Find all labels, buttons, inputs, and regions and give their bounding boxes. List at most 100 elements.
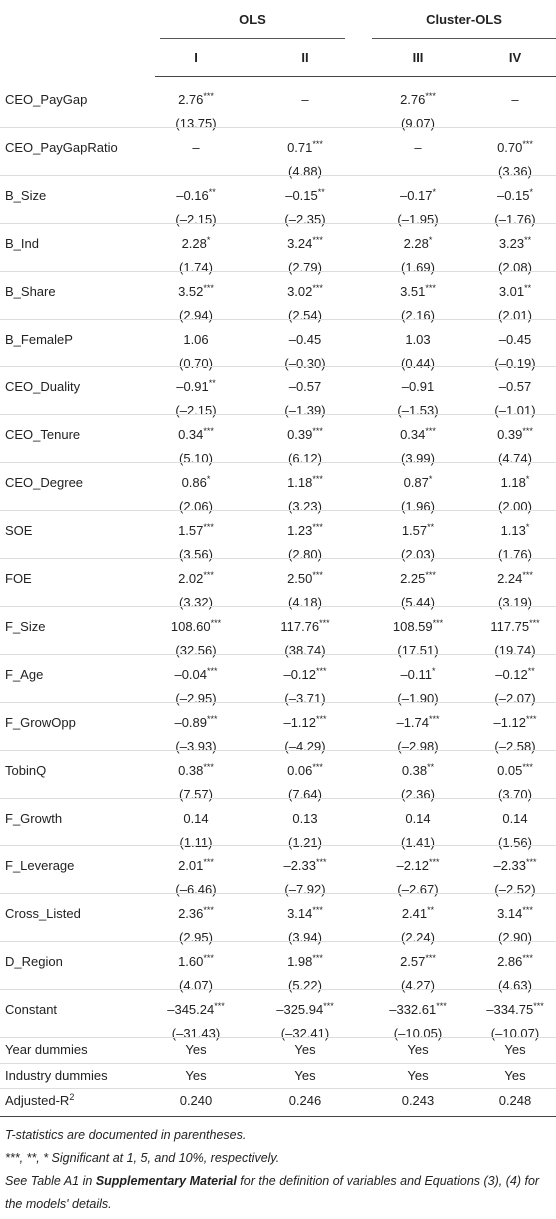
coef-value: –0.89 <box>174 714 208 730</box>
coefficient: 1.23*** <box>235 522 375 540</box>
coef-value: –0.11 <box>400 666 433 682</box>
significance: *** <box>425 91 436 101</box>
significance: ** <box>208 186 216 197</box>
coef-value: –0.57 <box>288 379 322 395</box>
significance: *** <box>529 617 540 628</box>
coefficient: 2.76*** <box>348 91 488 109</box>
coef-value: –0.04 <box>174 666 208 682</box>
note: T-statistics are documented in parenthes… <box>5 1124 553 1147</box>
coefficient: 1.57*** <box>126 522 266 540</box>
coef-value: –0.57 <box>498 379 532 395</box>
coef-value: 0.14 <box>405 810 431 826</box>
rule <box>0 126 556 128</box>
coef-value: 0.38 <box>401 762 428 778</box>
coef-value: –1.74 <box>396 714 430 730</box>
coefficient: 2.57*** <box>348 953 488 971</box>
coefficient: 0.38*** <box>126 762 266 780</box>
coef-value: 2.57 <box>400 954 426 970</box>
coef-value: 0.87 <box>403 475 429 491</box>
coef-value: 2.76 <box>178 92 204 107</box>
coefficient: 117.76*** <box>235 618 375 636</box>
coef-value: 0.34 <box>178 427 204 443</box>
significance: *** <box>207 665 218 676</box>
coef-value: 3.52 <box>178 283 204 299</box>
coef-value: –0.45 <box>498 331 532 347</box>
coef-value: 1.18 <box>287 475 313 491</box>
coefficient: 0.70*** <box>445 139 556 157</box>
significance: *** <box>312 282 323 293</box>
coef-value: 2.50 <box>287 571 313 586</box>
label-text: Adjusted-R <box>5 1093 70 1108</box>
coefficient: 2.86*** <box>445 953 556 971</box>
t-statistic: (–1.01) <box>494 403 536 419</box>
coef-value: 0.70 <box>497 139 523 155</box>
cell: 0.248 <box>498 1093 532 1108</box>
significance: *** <box>203 857 214 868</box>
coefficient: –0.15** <box>235 187 375 205</box>
significance: *** <box>425 570 436 580</box>
notes: T-statistics are documented in parenthes… <box>5 1124 553 1216</box>
coefficient: 2.02*** <box>126 570 266 588</box>
coef-value: –325.94 <box>276 1002 324 1018</box>
significance: *** <box>425 953 436 964</box>
row-label: FOE <box>5 571 32 586</box>
significance: *** <box>203 761 214 772</box>
coef-value: 3.24 <box>287 235 313 251</box>
coef-value: 0.86 <box>181 475 207 491</box>
t-statistic: (4.63) <box>498 978 532 994</box>
coefficient: –0.12** <box>445 666 556 684</box>
note: See Table A1 in Supplementary Material f… <box>5 1170 553 1216</box>
coef-value: –0.15 <box>496 187 530 203</box>
coefficient: 0.39*** <box>445 426 556 444</box>
coefficient: 2.28* <box>126 235 266 253</box>
coef-value: 1.57 <box>178 523 204 539</box>
cell: Yes <box>407 1067 429 1083</box>
coefficient: –0.12*** <box>235 666 375 684</box>
significance: *** <box>312 522 323 533</box>
coefficient: 0.86* <box>126 474 266 492</box>
row-label: TobinQ <box>5 762 47 778</box>
significance: *** <box>312 234 323 245</box>
coef-value: 2.01 <box>178 858 204 874</box>
significance: *** <box>522 953 533 964</box>
coef-value: 2.36 <box>178 906 204 922</box>
coefficient: – <box>445 91 556 109</box>
row-label: CEO_PayGap <box>5 92 88 107</box>
significance: * <box>525 474 530 485</box>
rule <box>0 318 556 320</box>
coef-value: 1.03 <box>405 331 431 347</box>
coefficient: 0.39*** <box>235 426 375 444</box>
cell: Yes <box>294 1067 316 1083</box>
coefficient: 117.75*** <box>445 618 556 636</box>
significance: *** <box>203 905 214 916</box>
t-statistic: (3.70) <box>498 786 532 802</box>
coefficient: –0.91** <box>126 378 266 396</box>
rule <box>372 38 556 39</box>
row-label: F_GrowOpp <box>5 714 76 730</box>
rule <box>0 222 556 224</box>
note-text: ***, **, * Significant at 1, 5, and 10%,… <box>5 1150 280 1165</box>
significance: ** <box>524 234 532 245</box>
coef-value: 0.38 <box>178 762 204 778</box>
rule <box>0 749 556 751</box>
coef-value: 3.51 <box>400 283 426 299</box>
significance: *** <box>522 905 533 916</box>
coefficient: 2.01*** <box>126 857 266 875</box>
significance: *** <box>316 713 327 724</box>
row-label: CEO_Tenure <box>5 427 81 443</box>
coefficient: –0.57 <box>235 378 375 396</box>
coef-value: –0.16 <box>176 187 209 203</box>
rule <box>0 366 556 368</box>
coef-value: –0.12 <box>283 666 317 682</box>
rule <box>0 941 556 943</box>
t-statistic: (2.08) <box>498 259 532 275</box>
coefficient: –0.45 <box>445 331 556 349</box>
coefficient: 108.59*** <box>348 618 488 636</box>
row-label: B_Size <box>5 187 47 203</box>
rule <box>0 605 556 607</box>
coefficient: – <box>235 91 375 109</box>
significance: *** <box>214 1001 225 1012</box>
row-label: F_Age <box>5 666 44 682</box>
significance: ** <box>427 905 435 916</box>
coefficient: –0.04*** <box>126 666 266 684</box>
